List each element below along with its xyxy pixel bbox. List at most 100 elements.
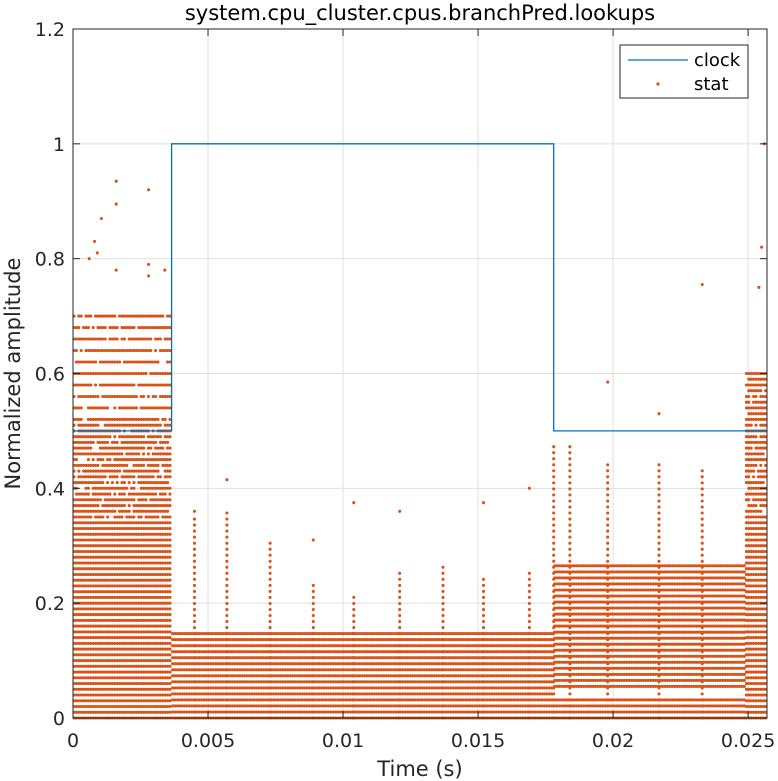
stat-point (118, 664, 122, 668)
stat-point (130, 549, 134, 554)
stat-point (154, 515, 158, 519)
stat-point (161, 417, 165, 421)
stat-point (509, 704, 513, 708)
stat-point (77, 337, 81, 341)
stat-point (89, 641, 93, 645)
stat-point (132, 486, 136, 490)
stat-point (163, 481, 167, 485)
stat-point (91, 607, 95, 611)
stat-point (122, 504, 126, 508)
stat-point (110, 549, 114, 554)
stat-point (127, 567, 131, 571)
stat-point (281, 698, 285, 702)
stat-point (161, 481, 165, 485)
stat-point (74, 676, 78, 680)
stat-point (151, 469, 155, 473)
stat-point (377, 698, 381, 702)
stat-point (252, 704, 256, 708)
stat-point (221, 698, 225, 702)
stat-point (137, 526, 141, 531)
stat-point (120, 664, 124, 668)
stat-point (101, 452, 105, 456)
stat-point (341, 698, 345, 702)
stat-point (84, 475, 88, 479)
stat-point (154, 504, 158, 508)
stat-point (101, 572, 105, 577)
stat-point (127, 314, 131, 318)
stat-point (118, 624, 122, 628)
stat-point (466, 704, 470, 708)
stat-point (156, 567, 160, 571)
stat-point (91, 538, 95, 542)
stat-point (151, 383, 155, 387)
stat-point (154, 578, 158, 582)
stat-point (79, 670, 83, 674)
stat-point (137, 567, 141, 571)
stat-point (144, 607, 148, 611)
stat-point (163, 601, 167, 605)
stat-point (339, 698, 343, 702)
stat-point (113, 521, 117, 525)
stat-point (742, 684, 746, 688)
stat-point (156, 314, 160, 318)
stat-point (103, 624, 107, 628)
stat-point (144, 641, 148, 645)
stat-point (98, 469, 102, 473)
stat-point (110, 509, 114, 513)
stat-point (190, 710, 194, 714)
stat-point (158, 555, 162, 559)
stat-point (495, 704, 499, 708)
stat-point (204, 704, 208, 708)
stat-point (77, 544, 81, 548)
stat-point (96, 664, 100, 668)
stat-point (142, 636, 146, 640)
stat-point (490, 710, 494, 714)
stat-point (146, 636, 150, 640)
stat-point (118, 509, 122, 513)
stat-point (91, 681, 95, 686)
stat-point (127, 555, 131, 559)
stat-point (166, 578, 170, 582)
stat-point (545, 710, 549, 714)
stat-point (134, 452, 138, 456)
stat-point (110, 681, 114, 686)
stat-point (142, 699, 146, 703)
stat-point (166, 446, 170, 450)
stat-point (406, 710, 410, 714)
stat-point (110, 687, 114, 691)
stat-point (132, 647, 136, 651)
stat-point (122, 567, 126, 571)
stat-point (183, 698, 187, 702)
stat-point (125, 664, 129, 668)
stat-point (127, 423, 131, 427)
stat-point (156, 544, 160, 548)
stat-point (103, 521, 107, 525)
stat-point (137, 360, 141, 364)
stat-point (183, 692, 187, 696)
stat-point (74, 555, 78, 559)
stat-point (384, 698, 388, 702)
stat-point (132, 544, 136, 548)
stat-point (151, 555, 155, 559)
stat-point (89, 538, 93, 542)
stat-point (91, 578, 95, 582)
stat-point (317, 710, 321, 714)
stat-point (146, 521, 150, 525)
stat-point (120, 475, 124, 479)
stat-point (110, 314, 114, 318)
stat-point (108, 699, 112, 703)
stat-point (163, 538, 167, 542)
stat-point (154, 360, 158, 364)
stat-point (166, 515, 170, 519)
stat-point (115, 458, 119, 462)
stat-point (82, 435, 86, 439)
stat-point (142, 492, 146, 496)
stat-point (108, 526, 112, 531)
stat-point (288, 710, 292, 714)
stat-point (79, 595, 83, 599)
stat-point (247, 698, 251, 702)
stat-point (158, 521, 162, 525)
stat-point (101, 676, 105, 680)
stat-point (84, 314, 88, 318)
stat-point (305, 698, 309, 702)
